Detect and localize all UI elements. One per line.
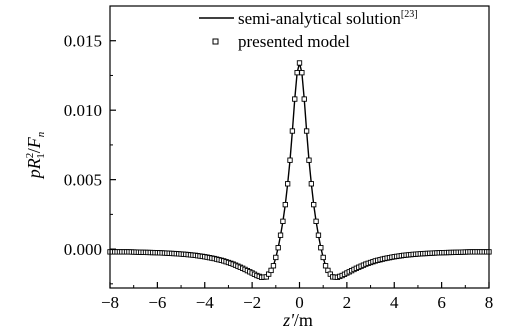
curve-layer — [110, 62, 489, 279]
data-point-presented-model — [322, 263, 329, 269]
data-point-presented-model — [282, 201, 288, 208]
y-axis: 0.000 0.005 0.010 0.015 — [64, 5, 116, 285]
data-point-presented-model — [296, 60, 303, 66]
data-point-presented-model — [275, 245, 281, 251]
legend-marker-sample — [212, 38, 219, 45]
y-tick-label: 0.000 — [64, 240, 102, 259]
data-point-presented-model — [277, 232, 284, 238]
data-point-presented-model — [289, 128, 296, 134]
marker-layer — [107, 60, 492, 280]
y-tick-label: 0.010 — [64, 101, 102, 120]
y-tick-label: 0.015 — [64, 32, 102, 51]
legend-citation: [23] — [401, 9, 418, 20]
x-tick-label: −8 — [101, 293, 119, 312]
x-tick-label: 2 — [343, 293, 352, 312]
data-point-presented-model — [268, 267, 274, 274]
data-point-presented-model — [285, 181, 291, 187]
legend-label-presented-model: presented model — [238, 32, 350, 51]
legend: semi-analytical solution[23] presented m… — [199, 9, 418, 51]
data-point-presented-model — [318, 245, 324, 251]
x-tick-label: 4 — [390, 293, 399, 312]
data-point-presented-model — [287, 157, 293, 163]
y-tick-label: 0.005 — [64, 171, 102, 190]
data-point-presented-model — [320, 254, 326, 261]
data-point-presented-model — [315, 232, 322, 238]
x-tick-label: 6 — [437, 293, 446, 312]
x-tick-label: −6 — [148, 293, 166, 312]
x-axis: −8 −6 −4 −2 0 2 4 6 8 — [101, 282, 493, 312]
data-point-presented-model — [280, 218, 286, 224]
y-axis-label: pR21/Fn — [24, 131, 47, 180]
x-tick-label: −4 — [196, 293, 215, 312]
data-point-presented-model — [311, 201, 317, 208]
data-point-presented-model — [308, 181, 314, 187]
x-axis-label: z'/m — [282, 310, 313, 330]
data-point-presented-model — [270, 263, 277, 269]
series-line-semi-analytical — [110, 62, 489, 279]
data-point-presented-model — [301, 96, 307, 102]
data-point-presented-model — [273, 254, 279, 261]
data-point-presented-model — [299, 70, 305, 76]
data-point-presented-model — [306, 157, 312, 163]
legend-label-semi-analytical: semi-analytical solution — [238, 9, 401, 28]
data-point-presented-model — [292, 96, 298, 102]
x-tick-label: −2 — [243, 293, 261, 312]
data-point-presented-model — [294, 70, 300, 76]
data-point-presented-model — [313, 218, 319, 224]
x-tick-label: 8 — [485, 293, 494, 312]
x-tick-label: 0 — [295, 293, 304, 312]
svg-text:semi-analytical solution[23]: semi-analytical solution[23] — [238, 9, 418, 28]
data-point-presented-model — [303, 128, 310, 134]
